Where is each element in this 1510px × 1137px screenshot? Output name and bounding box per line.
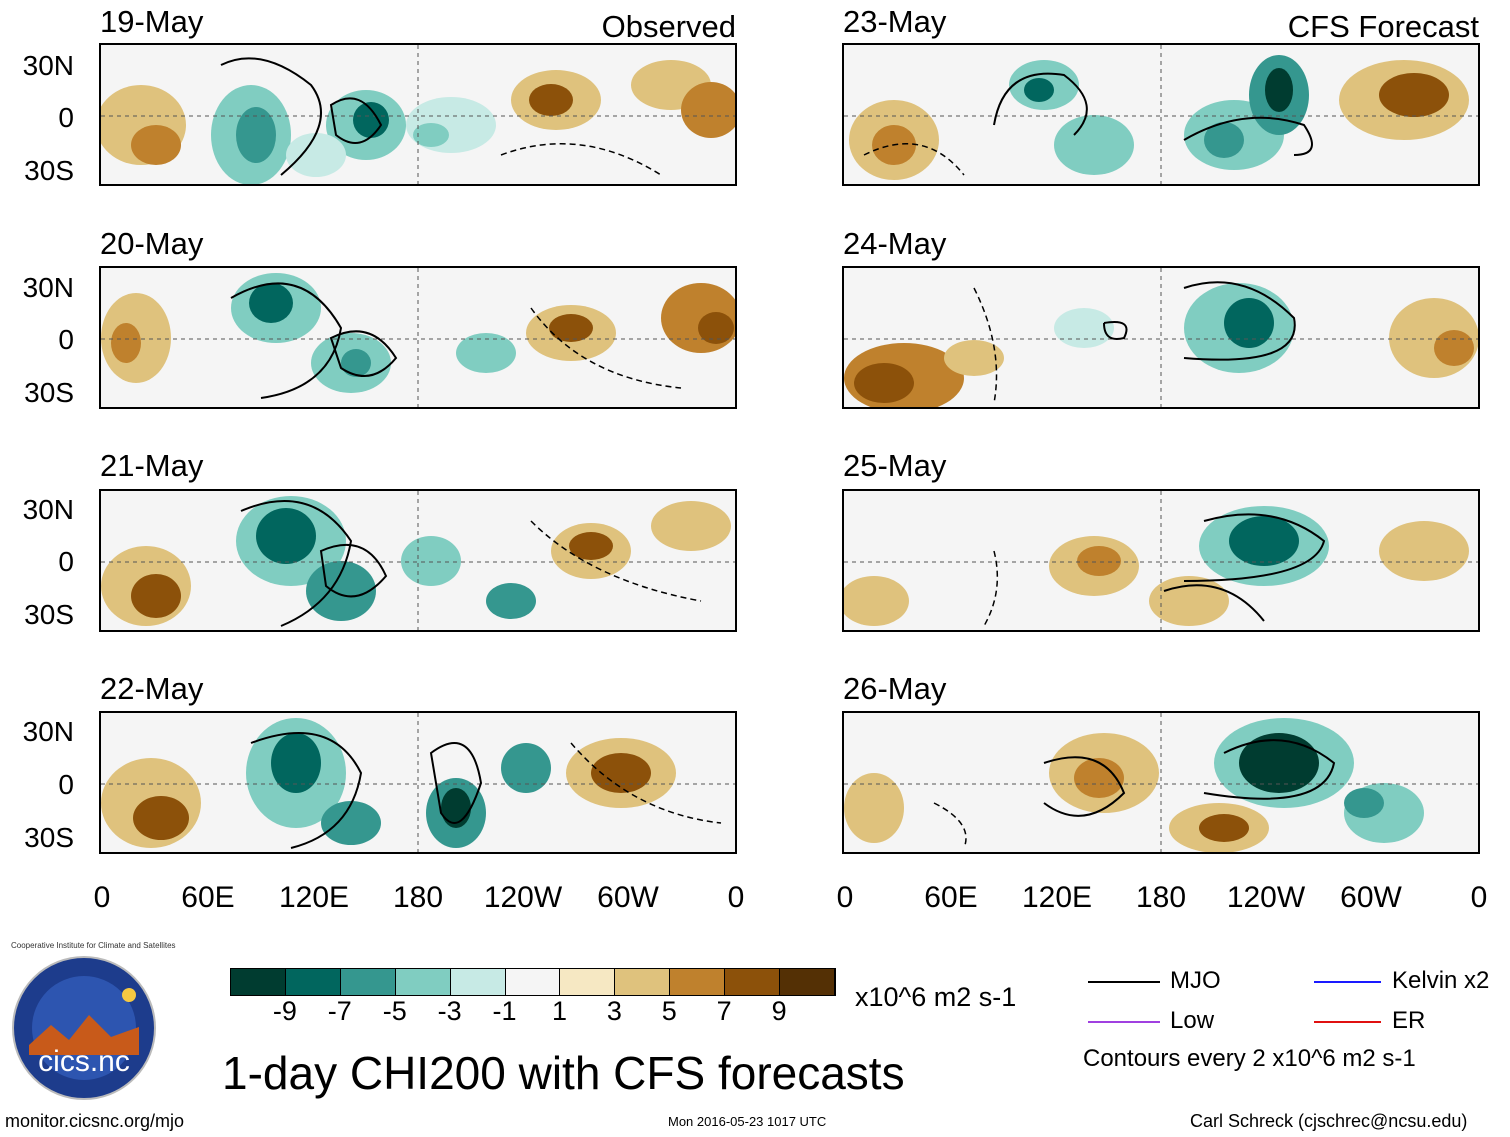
lat-label-eq: 0 [58,769,74,800]
kelvin-line-icon [1314,981,1381,983]
colorbar-swatch [615,969,671,995]
lat-label-30s: 30S [24,822,74,853]
lat-label-eq: 0 [58,102,74,133]
lat-label-eq: 0 [58,546,74,577]
lon-label: 60E [924,881,978,914]
panel-date: 21-May [100,448,204,483]
observed-label: Observed [601,9,736,44]
map-panel-21-may [99,489,737,632]
footer-timestamp: Mon 2016-05-23 1017 UTC [668,1114,827,1129]
colorbar-label: 7 [716,996,732,1026]
lon-label: 60E [181,881,235,914]
colorbar-swatch [670,969,726,995]
er-line-icon [1314,1021,1381,1023]
colorbar-swatch [231,969,286,995]
lon-label: 0 [727,881,745,914]
lat-label-30s: 30S [24,599,74,630]
lat-label-30n: 30N [22,272,74,303]
colorbar-label: 1 [551,996,567,1026]
logo-text: cics.nc [38,1045,130,1078]
lat-label-30n: 30N [22,50,74,81]
panel-date: 19-May [100,4,204,39]
panel-date: 23-May [843,4,947,39]
colorbar-swatch [505,969,561,995]
lon-label: 120E [1021,881,1093,914]
colorbar-label: -7 [327,996,352,1026]
lat-label-30s: 30S [24,155,74,186]
lat-label-eq: 0 [58,324,74,355]
colorbar-swatch [395,969,451,995]
lon-label: 0 [1470,881,1488,914]
panel-date: 25-May [843,448,947,483]
panel-date: 20-May [100,226,204,261]
mjo-line-icon [1088,981,1160,983]
panel-date: 26-May [843,671,947,706]
footer-url[interactable]: monitor.cicsnc.org/mjo [5,1111,185,1131]
colorbar-swatch [560,969,616,995]
map-panel-20-may [99,266,737,409]
lon-label: 60W [597,881,659,914]
legend-er: ER [1392,1007,1426,1034]
lon-label: 0 [93,881,111,914]
logo-ring-text: Cooperative Institute for Climate and Sa… [11,941,176,950]
panel-date: 24-May [843,226,947,261]
colorbar-swatch [725,969,781,995]
colorbar-swatch [285,969,341,995]
colorbar-label: -1 [492,996,517,1026]
colorbar-units: x10^6 m2 s-1 [855,982,1017,1012]
lat-label-30s: 30S [24,377,74,408]
colorbar-swatch [450,969,506,995]
forecast-label: CFS Forecast [1287,9,1479,44]
lon-label: 120E [278,881,350,914]
lon-label: 0 [836,881,854,914]
lon-label: 120W [1226,881,1306,914]
lon-label: 180 [1135,881,1187,914]
lat-label-30n: 30N [22,716,74,747]
colorbar-label: -5 [382,996,407,1026]
map-panel-25-may [842,489,1480,632]
lon-label: 60W [1340,881,1402,914]
low-line-icon [1088,1021,1160,1023]
lon-label: 120W [483,881,563,914]
legend-kelvin: Kelvin x2 [1392,967,1490,994]
map-panel-19-may [99,43,737,186]
colorbar-swatch [780,969,835,995]
map-panel-26-may [842,711,1480,854]
legend-mjo: MJO [1170,967,1221,994]
cics-logo: cics.nc Cooperative Institute for Climat… [11,941,176,1101]
colorbar-label: -3 [437,996,462,1026]
panel-date: 22-May [100,671,204,706]
colorbar-label: 9 [771,996,787,1026]
map-panel-23-may [842,43,1480,186]
lat-label-30n: 30N [22,494,74,525]
colorbar [230,968,836,996]
figure-title: 1-day CHI200 with CFS forecasts [222,1047,905,1099]
colorbar-label: 5 [661,996,677,1026]
colorbar-label: -9 [272,996,297,1026]
map-panel-24-may [842,266,1480,409]
colorbar-label: 3 [606,996,622,1026]
map-panel-22-may [99,711,737,854]
legend-low: Low [1170,1007,1215,1034]
footer-author: Carl Schreck (cjschrec@ncsu.edu) [1190,1111,1468,1131]
colorbar-swatch [340,969,396,995]
contour-note: Contours every 2 x10^6 m2 s-1 [1083,1045,1416,1072]
lon-label: 180 [392,881,444,914]
